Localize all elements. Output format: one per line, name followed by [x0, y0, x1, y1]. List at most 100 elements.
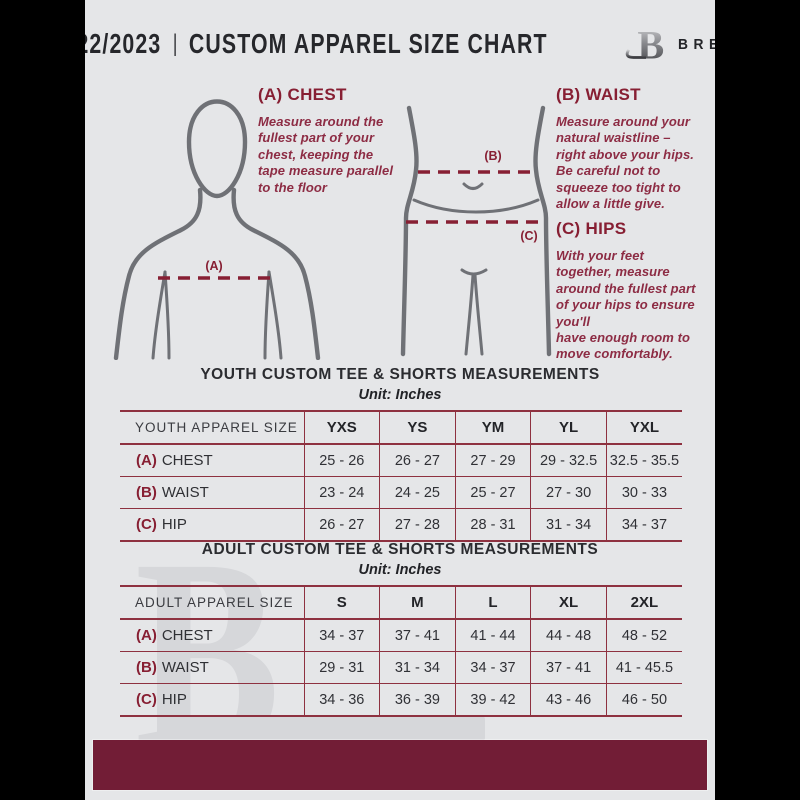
title-divider: | — [173, 30, 178, 57]
size-value: 39 - 42 — [454, 683, 531, 716]
adult-table-title: ADULT CUSTOM TEE & SHORTS MEASUREMENTS — [201, 541, 599, 558]
adult-header-row: ADULT APPAREL SIZE S M L XL 2XL — [120, 586, 682, 619]
row-measure: WAIST — [161, 484, 209, 501]
row-measure: HIP — [161, 691, 187, 708]
hips-guide: (C) HIPS With your feet together, measur… — [556, 219, 712, 363]
chest-guide: (A) CHEST Measure around the fullest par… — [258, 85, 408, 196]
size-value: 31 - 34 — [530, 508, 607, 541]
size-col-header: YXS — [303, 411, 380, 444]
size-value: 27 - 29 — [454, 444, 531, 477]
logo-letter: B — [637, 22, 664, 66]
size-value: 23 - 24 — [303, 476, 380, 509]
row-prefix: (B) — [136, 659, 157, 676]
size-value: 46 - 50 — [605, 683, 682, 716]
size-value: 26 - 27 — [303, 508, 380, 541]
row-measure: CHEST — [161, 452, 213, 469]
row-measure: HIP — [161, 516, 187, 533]
size-value: 29 - 32.5 — [530, 444, 607, 477]
footer-bar — [93, 740, 707, 790]
row-prefix: (C) — [136, 691, 157, 708]
table-row: (B) WAIST 23 - 24 24 - 25 25 - 27 27 - 30… — [120, 476, 682, 509]
adult-unit-label: Unit: Inches — [358, 562, 442, 578]
chest-line-label: (A) — [205, 259, 222, 273]
adult-section: ADULT CUSTOM TEE & SHORTS MEASUREMENTS U… — [85, 541, 715, 717]
season-label: 2022/2023 — [85, 28, 162, 59]
row-prefix: (C) — [136, 516, 157, 533]
chest-guide-text: Measure around the fullest part of your … — [258, 114, 394, 195]
youth-unit-label: Unit: Inches — [358, 387, 442, 403]
youth-table-title: YOUTH CUSTOM TEE & SHORTS MEASUREMENTS — [200, 366, 600, 383]
waist-guide: (B) WAIST Measure around your natural wa… — [556, 85, 712, 212]
size-value: 27 - 30 — [530, 476, 607, 509]
chart-title: CUSTOM APPAREL SIZE CHART — [189, 28, 549, 59]
page-title: 2022/2023 | CUSTOM APPAREL SIZE CHART — [85, 28, 548, 60]
youth-section: YOUTH CUSTOM TEE & SHORTS MEASUREMENTS U… — [85, 366, 715, 542]
row-label: (B) WAIST — [120, 652, 304, 684]
row-label: (B) WAIST — [120, 477, 304, 509]
size-value: 24 - 25 — [379, 476, 456, 509]
table-row: (C) HIP 26 - 27 27 - 28 28 - 31 31 - 34 3… — [120, 508, 682, 542]
hips-guide-heading: (C) HIPS — [556, 219, 627, 238]
size-value: 28 - 31 — [454, 508, 531, 541]
size-value: 41 - 44 — [454, 619, 531, 652]
row-prefix: (B) — [136, 484, 157, 501]
row-prefix: (A) — [136, 627, 157, 644]
size-value: 34 - 36 — [303, 683, 380, 716]
table-row: (B) WAIST 29 - 31 31 - 34 34 - 37 37 - 41… — [120, 651, 682, 684]
table-row: (A) CHEST 25 - 26 26 - 27 27 - 29 29 - 32… — [120, 444, 682, 477]
size-col-header: YS — [379, 411, 456, 444]
size-col-header: 2XL — [605, 586, 682, 619]
size-value: 44 - 48 — [530, 619, 607, 652]
row-measure: WAIST — [161, 659, 209, 676]
waist-guide-text: Measure around your natural waistline – … — [556, 114, 694, 211]
table-row: (A) CHEST 34 - 37 37 - 41 41 - 44 44 - 48… — [120, 619, 682, 652]
size-value: 27 - 28 — [379, 508, 456, 541]
lower-body-figure: (B) (C) — [400, 105, 552, 357]
waist-line-label: (B) — [484, 149, 501, 163]
measurement-guide: (A) (B) (C) (A) CHEST Measure around the… — [85, 80, 715, 366]
size-value: 48 - 52 — [605, 619, 682, 652]
size-value: 25 - 27 — [454, 476, 531, 509]
size-value: 34 - 37 — [454, 651, 531, 684]
youth-size-header: YOUTH APPAREL SIZE — [135, 420, 298, 435]
torso-figure: (A) — [113, 99, 321, 360]
size-col-header: XL — [530, 586, 607, 619]
hip-line-label: (C) — [520, 229, 537, 243]
youth-size-table: YOUTH APPAREL SIZE YXS YS YM YL YXL (A) C… — [120, 410, 682, 542]
size-value: 41 - 45.5 — [605, 651, 682, 684]
waist-guide-heading: (B) WAIST — [556, 85, 641, 104]
row-label: (C) HIP — [120, 509, 304, 542]
page-header: 2022/2023 | CUSTOM APPAREL SIZE CHART B … — [85, 22, 715, 66]
size-value: 34 - 37 — [605, 508, 682, 541]
size-value: 25 - 26 — [303, 444, 380, 477]
size-col-header: L — [454, 586, 531, 619]
size-value: 31 - 34 — [379, 651, 456, 684]
row-measure: CHEST — [161, 627, 213, 644]
size-col-header: M — [379, 586, 456, 619]
size-value: 37 - 41 — [379, 619, 456, 652]
size-value: 30 - 33 — [605, 476, 682, 509]
size-col-header: S — [303, 586, 380, 619]
adult-size-table: ADULT APPAREL SIZE S M L XL 2XL (A) CHEST… — [120, 585, 682, 717]
size-value: 29 - 31 — [303, 651, 380, 684]
size-value: 32.5 - 35.5 — [605, 444, 682, 477]
size-chart-page: B 2022/2023 | CUSTOM APPAREL SIZE CHART … — [85, 0, 715, 800]
brand-name: BREAKAWAY — [677, 35, 716, 53]
row-label: (C) HIP — [120, 684, 304, 717]
brand-lockup: B BREAKAWAY — [623, 22, 716, 66]
size-value: 43 - 46 — [530, 683, 607, 716]
size-value: 37 - 41 — [530, 651, 607, 684]
table-row: (C) HIP 34 - 36 36 - 39 39 - 42 43 - 46 4… — [120, 683, 682, 717]
size-value: 26 - 27 — [379, 444, 456, 477]
row-label: (A) CHEST — [120, 619, 304, 652]
size-col-header: YM — [454, 411, 531, 444]
size-col-header: YL — [530, 411, 607, 444]
row-prefix: (A) — [136, 452, 157, 469]
watermark-swoosh — [181, 716, 485, 741]
size-value: 36 - 39 — [379, 683, 456, 716]
row-label: (A) CHEST — [120, 444, 304, 477]
size-col-header: YXL — [605, 411, 682, 444]
chest-guide-heading: (A) CHEST — [258, 85, 347, 104]
adult-size-header: ADULT APPAREL SIZE — [135, 595, 294, 610]
